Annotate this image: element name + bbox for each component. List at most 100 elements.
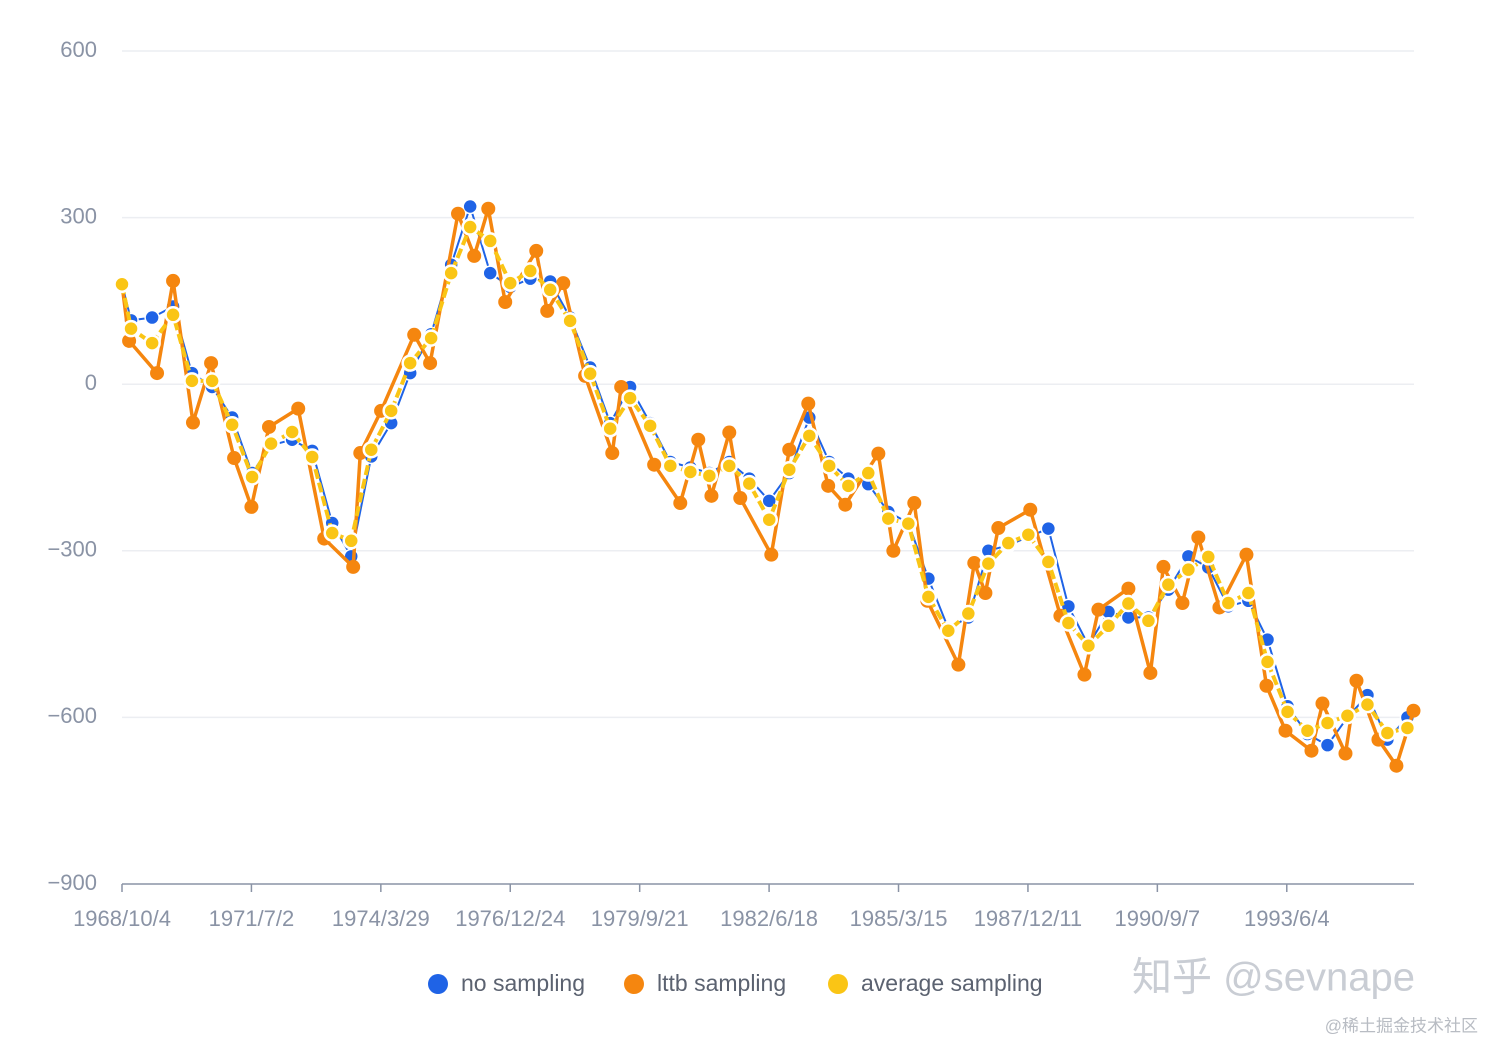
- data-point: [1156, 559, 1171, 574]
- data-point: [801, 396, 816, 411]
- legend-label: lttb sampling: [657, 970, 786, 996]
- data-point: [1143, 665, 1158, 680]
- data-point: [1079, 637, 1098, 655]
- data-point: [1318, 714, 1337, 732]
- data-point: [978, 586, 993, 601]
- data-point: [951, 657, 966, 672]
- data-point: [498, 295, 513, 310]
- y-tick-label: 300: [60, 203, 97, 228]
- data-point: [382, 402, 400, 420]
- data-point: [342, 532, 360, 550]
- data-point: [291, 401, 306, 416]
- x-tick-label: 1985/3/15: [850, 906, 948, 931]
- data-point: [467, 248, 482, 263]
- data-point: [1349, 673, 1364, 688]
- data-point: [1023, 502, 1038, 517]
- data-point: [203, 372, 221, 390]
- data-point: [223, 415, 241, 434]
- data-point: [999, 534, 1018, 552]
- data-point: [673, 496, 688, 511]
- data-point: [1019, 525, 1038, 544]
- data-point: [561, 312, 579, 330]
- data-point: [362, 440, 381, 459]
- data-point: [838, 497, 853, 512]
- data-point: [1239, 547, 1254, 562]
- data-point: [1278, 703, 1297, 721]
- data-point: [1121, 581, 1136, 596]
- data-point: [1304, 743, 1319, 758]
- data-point: [1175, 596, 1190, 611]
- series-line: [120, 206, 1416, 768]
- data-point: [907, 496, 922, 511]
- data-point: [839, 477, 858, 495]
- y-tick-label: 600: [60, 37, 97, 62]
- data-point: [1091, 602, 1106, 617]
- data-point: [1040, 520, 1057, 537]
- x-tick-label: 1979/9/21: [591, 906, 689, 931]
- data-point: [601, 419, 619, 438]
- data-point: [451, 206, 466, 221]
- legend-marker: [624, 974, 644, 994]
- data-point: [621, 389, 639, 407]
- data-point: [1099, 617, 1118, 635]
- data-point: [185, 415, 200, 430]
- data-point: [164, 306, 182, 324]
- data-point: [691, 432, 706, 447]
- data-point: [407, 327, 422, 342]
- data-point: [541, 281, 559, 299]
- data-point: [122, 333, 137, 348]
- data-point: [979, 554, 998, 573]
- data-point: [529, 243, 544, 258]
- data-point: [886, 543, 901, 558]
- series-line: [120, 225, 1408, 735]
- data-point: [166, 273, 181, 288]
- data-point: [204, 356, 219, 371]
- data-point: [1219, 594, 1238, 612]
- data-point: [303, 448, 321, 466]
- data-point: [1406, 703, 1421, 718]
- data-point: [1358, 695, 1377, 714]
- x-tick-label: 1976/12/24: [455, 906, 565, 931]
- data-point: [899, 514, 918, 533]
- y-tick-label: 0: [85, 370, 97, 395]
- data-point: [462, 198, 478, 215]
- data-point: [647, 457, 662, 472]
- data-point: [1319, 737, 1336, 753]
- data-point: [1315, 696, 1330, 711]
- data-point: [442, 264, 460, 282]
- data-point: [800, 427, 819, 445]
- data-point: [227, 451, 242, 466]
- legend-marker: [428, 974, 448, 994]
- data-point: [323, 524, 341, 542]
- data-point: [722, 425, 737, 440]
- x-tick-label: 1982/6/18: [720, 906, 818, 931]
- data-point: [122, 319, 140, 338]
- watermark: 知乎 @sevnape: [1132, 956, 1415, 1000]
- data-point: [243, 468, 261, 486]
- data-point: [641, 417, 659, 435]
- data-point: [423, 356, 438, 371]
- data-point: [782, 442, 797, 457]
- data-point: [1191, 530, 1206, 545]
- data-point: [959, 604, 978, 623]
- series-line: [121, 205, 1409, 747]
- x-tick-label: 1968/10/4: [73, 906, 171, 931]
- data-point: [1259, 678, 1274, 693]
- data-point: [346, 559, 361, 574]
- x-tick-label: 1971/7/2: [209, 906, 295, 931]
- x-tick-label: 1993/6/4: [1244, 906, 1330, 931]
- data-point: [183, 372, 201, 390]
- data-point: [661, 457, 680, 475]
- data-point: [481, 232, 499, 250]
- data-point: [422, 329, 440, 347]
- data-point: [1239, 584, 1258, 602]
- data-point: [764, 547, 779, 562]
- data-point: [481, 201, 496, 216]
- data-point: [919, 588, 938, 606]
- legend-marker: [828, 974, 848, 994]
- data-point: [482, 265, 498, 281]
- x-tick-label: 1987/12/11: [974, 906, 1082, 931]
- data-point: [879, 509, 898, 528]
- data-point: [720, 457, 739, 475]
